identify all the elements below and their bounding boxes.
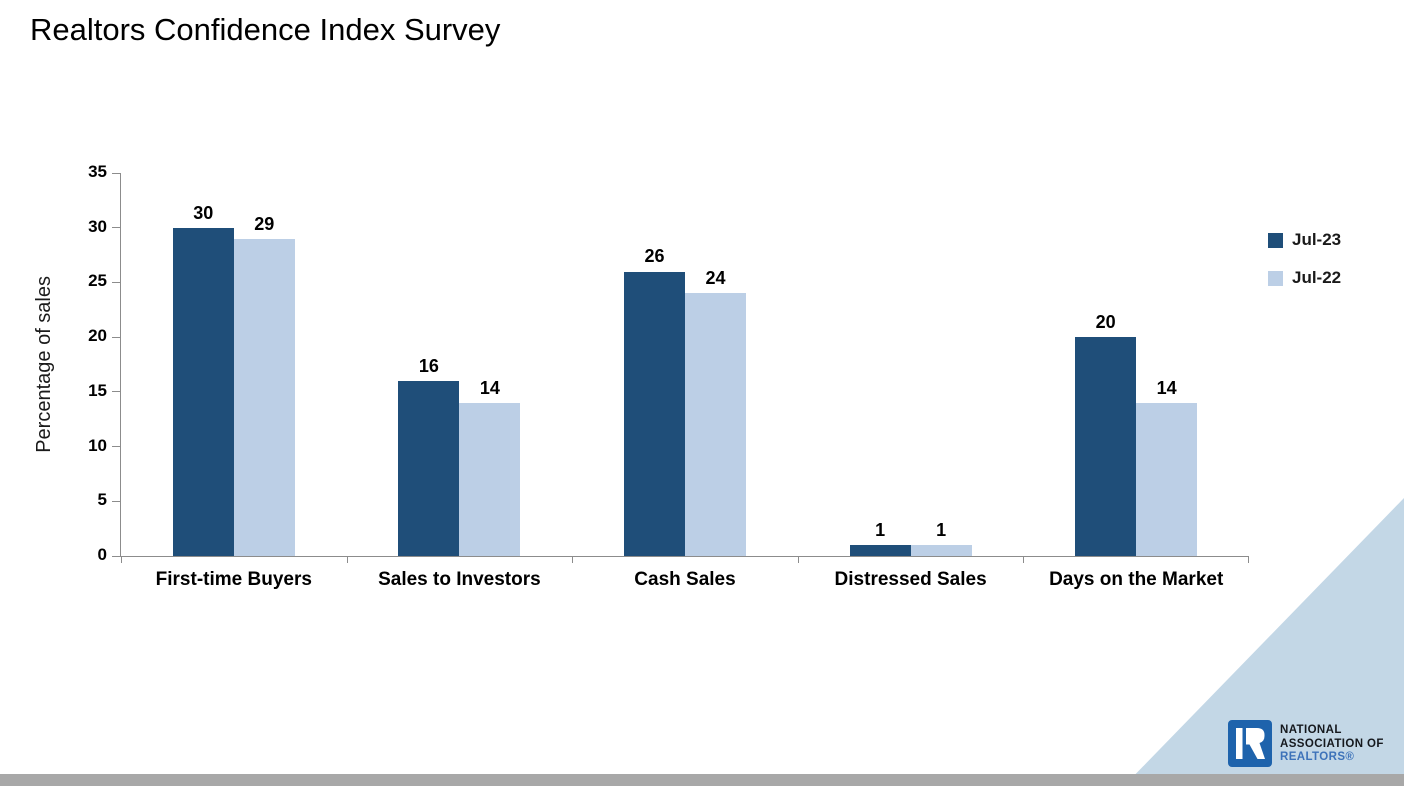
- bar-jul-22: [910, 545, 972, 556]
- bar-jul-22: [1136, 402, 1198, 556]
- x-axis-tick: [1248, 556, 1249, 563]
- bar-jul-23: [172, 227, 234, 556]
- bar-value-label: 30: [193, 202, 214, 223]
- legend-item-jul-22: Jul-22: [1268, 268, 1341, 288]
- x-axis-tick: [797, 556, 799, 563]
- bottom-bar-decoration: [0, 774, 1404, 786]
- x-axis-tick: [1023, 556, 1025, 563]
- bar-value-label: 16: [418, 355, 439, 376]
- legend-label-jul-22: Jul-22: [1292, 268, 1342, 287]
- bar-value-label: 20: [1095, 312, 1116, 333]
- y-axis-tick-label: 15: [88, 380, 107, 400]
- y-axis-tick: [112, 172, 120, 174]
- y-axis-tick: [112, 391, 120, 393]
- bar-jul-22: [459, 402, 521, 556]
- bar-jul-22: [685, 293, 746, 556]
- nar-logo-icon: [1228, 720, 1272, 767]
- y-axis-tick: [112, 227, 120, 229]
- legend-item-jul-23: Jul-23: [1268, 230, 1341, 250]
- y-axis-tick-label: 35: [88, 162, 107, 181]
- y-axis-tick: [112, 446, 120, 448]
- nar-r-glyph: [1236, 728, 1265, 759]
- chart-legend: Jul-23 Jul-22: [1268, 230, 1341, 306]
- y-axis-tick-label: 30: [88, 216, 107, 236]
- legend-label-jul-23: Jul-23: [1292, 230, 1342, 249]
- nar-logo-line2: ASSOCIATION OF: [1280, 737, 1384, 750]
- bar-value-label: 1: [936, 520, 947, 541]
- category-label: Distressed Sales: [834, 569, 987, 590]
- bar-value-label: 1: [875, 520, 886, 541]
- nar-logo: NATIONAL ASSOCIATION OF REALTORS®: [1228, 720, 1384, 767]
- nar-logo-text: NATIONAL ASSOCIATION OF REALTORS®: [1280, 720, 1384, 765]
- y-axis-title-text: Percentage of sales: [32, 276, 55, 453]
- bar-jul-22: [233, 238, 295, 556]
- page-title: Realtors Confidence Index Survey: [30, 12, 501, 47]
- y-axis-tick-label: 25: [88, 271, 107, 291]
- bar-jul-23: [849, 545, 911, 556]
- bar-value-label: 26: [644, 246, 665, 267]
- category-label: First-time Buyers: [155, 569, 312, 590]
- bar-value-label: 14: [1156, 377, 1177, 398]
- legend-swatch-jul-23: [1268, 232, 1283, 248]
- y-axis-tick: [112, 281, 120, 283]
- y-axis-tick: [112, 500, 120, 502]
- bar-jul-23: [398, 380, 460, 556]
- category-label: Sales to Investors: [378, 569, 541, 590]
- x-axis-tick: [121, 556, 122, 563]
- x-axis-tick: [346, 556, 348, 563]
- category-label: Days on the Market: [1049, 569, 1224, 590]
- legend-swatch-jul-22: [1268, 270, 1283, 286]
- x-axis-tick: [572, 556, 574, 563]
- chart-plot-area: 0 5 10 15 20 25 30 35 30 29 First-time Buyers 16 14 S…: [88, 162, 1249, 590]
- y-axis-tick: [112, 555, 120, 557]
- bar-value-label: 14: [479, 377, 500, 398]
- nar-logo-line1: NATIONAL: [1280, 724, 1342, 736]
- bar-value-label: 24: [705, 268, 726, 289]
- y-axis-tick-label: 10: [88, 435, 107, 455]
- nar-logo-line3: REALTORS®: [1280, 751, 1355, 763]
- y-axis-tick: [112, 336, 120, 338]
- y-axis-tick-label: 5: [97, 490, 107, 510]
- y-axis-tick-label: 0: [97, 545, 107, 564]
- bar-jul-23: [1075, 337, 1137, 556]
- bar-jul-23: [624, 271, 685, 556]
- category-label: Cash Sales: [634, 569, 736, 590]
- y-axis-tick-label: 20: [88, 326, 107, 346]
- bar-value-label: 29: [254, 213, 275, 234]
